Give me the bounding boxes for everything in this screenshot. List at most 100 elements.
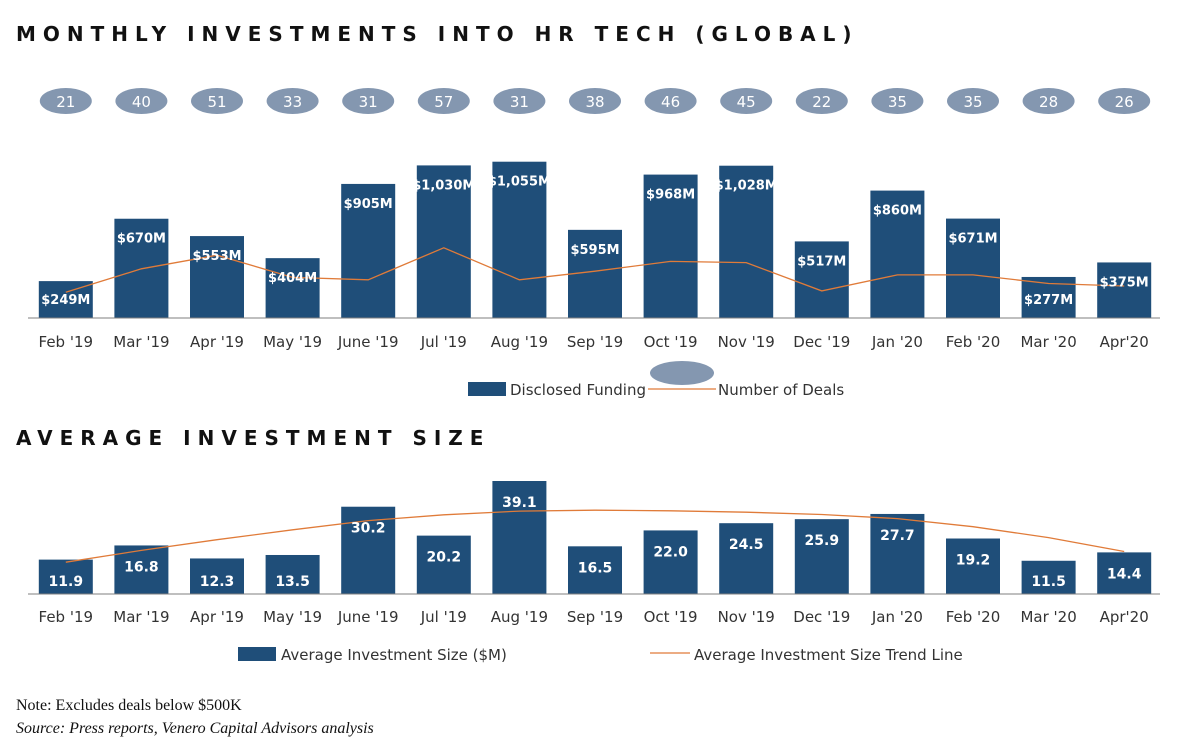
c1-tick-12: Feb '20 bbox=[946, 333, 1001, 351]
avg-bar-12 bbox=[946, 538, 1000, 594]
avg-label-9: 24.5 bbox=[729, 537, 764, 553]
avg-bar-8 bbox=[643, 530, 698, 594]
deal-bubble-5 bbox=[417, 88, 470, 114]
c2-tick-6: Aug '19 bbox=[491, 608, 548, 626]
avg-bar-13 bbox=[1021, 560, 1076, 594]
funding-bar-5 bbox=[416, 165, 471, 318]
deal-bubble-11 bbox=[871, 88, 924, 114]
funding-label-13: $277M bbox=[1024, 293, 1073, 308]
funding-bar-12 bbox=[946, 218, 1000, 318]
avg-bar-3 bbox=[265, 554, 320, 594]
c2-tick-10: Dec '19 bbox=[793, 608, 850, 626]
funding-label-0: $249M bbox=[41, 293, 90, 308]
c1-tick-14: Apr'20 bbox=[1100, 333, 1149, 351]
c2-tick-8: Oct '19 bbox=[644, 608, 698, 626]
funding-bar-11 bbox=[870, 190, 925, 318]
deal-count-0: 21 bbox=[56, 93, 75, 111]
avg-size-labels: 11.9 16.8 12.3 13.5 30.2 20.2 39.1 16.5 22.0 24.5… bbox=[49, 495, 1142, 590]
funding-bar-14 bbox=[1097, 262, 1152, 318]
avg-label-3: 13.5 bbox=[275, 574, 310, 590]
c2-tick-11: Jan '20 bbox=[871, 608, 923, 626]
legend-label-trend: Average Investment Size Trend Line bbox=[694, 646, 963, 664]
c2-tick-3: May '19 bbox=[263, 608, 322, 626]
avg-label-13: 11.5 bbox=[1031, 574, 1066, 590]
x-tick-labels: Feb '19 Mar '19 Apr '19 May '19 June '19 Jul … bbox=[39, 608, 1149, 626]
c2-tick-0: Feb '19 bbox=[39, 608, 94, 626]
c1-tick-2: Apr '19 bbox=[190, 333, 244, 351]
c1-tick-10: Dec '19 bbox=[793, 333, 850, 351]
footnote: Note: Excludes deals below $500K bbox=[16, 697, 242, 714]
funding-label-2: $553M bbox=[192, 249, 241, 264]
c2-tick-2: Apr '19 bbox=[190, 608, 244, 626]
c2-tick-1: Mar '19 bbox=[113, 608, 169, 626]
c2-tick-12: Feb '20 bbox=[946, 608, 1001, 626]
funding-label-10: $517M bbox=[797, 254, 846, 269]
deal-bubble-7 bbox=[569, 88, 621, 114]
c2-tick-4: June '19 bbox=[337, 608, 399, 626]
c2-tick-5: Jul '19 bbox=[420, 608, 467, 626]
deal-bubble-12 bbox=[947, 88, 999, 114]
funding-label-4: $905M bbox=[344, 197, 393, 212]
avg-size-trend-line bbox=[65, 509, 1125, 563]
legend-label-number-of-deals: Number of Deals bbox=[718, 381, 844, 399]
funding-bar-8 bbox=[643, 174, 698, 318]
deal-count-11: 35 bbox=[888, 93, 907, 111]
avg-label-8: 22.0 bbox=[653, 544, 688, 560]
deal-count-5: 57 bbox=[434, 93, 453, 111]
funding-bars bbox=[38, 161, 1152, 318]
deal-count-8: 46 bbox=[661, 93, 680, 111]
deal-bubble-0 bbox=[39, 88, 92, 114]
avg-bar-7 bbox=[568, 546, 622, 594]
legend: Average Investment Size ($M) Average Inv… bbox=[238, 646, 963, 664]
funding-label-8: $968M bbox=[646, 188, 695, 203]
funding-bar-6 bbox=[492, 161, 547, 318]
avg-label-1: 16.8 bbox=[124, 559, 159, 575]
c1-tick-3: May '19 bbox=[263, 333, 322, 351]
c2-tick-14: Apr'20 bbox=[1100, 608, 1149, 626]
c1-tick-6: Aug '19 bbox=[491, 333, 548, 351]
avg-bar-10 bbox=[794, 519, 849, 594]
c1-tick-5: Jul '19 bbox=[420, 333, 467, 351]
deal-count-3: 33 bbox=[283, 93, 302, 111]
funding-label-12: $671M bbox=[948, 232, 997, 247]
funding-bar-10 bbox=[794, 241, 849, 318]
avg-label-7: 16.5 bbox=[578, 560, 613, 576]
c1-tick-11: Jan '20 bbox=[871, 333, 923, 351]
c1-tick-0: Feb '19 bbox=[39, 333, 94, 351]
source-note: Source: Press reports, Venero Capital Ad… bbox=[16, 720, 374, 737]
deal-bubble-9 bbox=[720, 88, 773, 114]
funding-label-1: $670M bbox=[117, 232, 166, 247]
funding-bar-2 bbox=[190, 236, 244, 318]
funding-label-9: $1,028M bbox=[715, 179, 778, 194]
avg-bar-14 bbox=[1097, 552, 1152, 594]
deal-count-7: 38 bbox=[585, 93, 604, 111]
legend-swatch-avg-size bbox=[238, 647, 276, 661]
avg-bar-2 bbox=[190, 558, 244, 594]
avg-label-4: 30.2 bbox=[351, 521, 386, 537]
avg-bar-6 bbox=[492, 481, 547, 594]
deal-bubble-2 bbox=[191, 88, 243, 114]
c1-tick-1: Mar '19 bbox=[113, 333, 169, 351]
legend-label-disclosed-funding: Disclosed Funding bbox=[510, 381, 646, 399]
deal-bubble-10 bbox=[795, 88, 848, 114]
funding-bar-3 bbox=[265, 258, 320, 318]
chart-title-average-investment: AVERAGE INVESTMENT SIZE bbox=[16, 426, 491, 450]
funding-label-7: $595M bbox=[570, 243, 619, 258]
avg-label-12: 19.2 bbox=[956, 553, 991, 569]
deal-bubble-14 bbox=[1098, 88, 1151, 114]
deal-count-14: 26 bbox=[1115, 93, 1134, 111]
avg-size-bars bbox=[38, 481, 1152, 594]
deal-count-6: 31 bbox=[510, 93, 529, 111]
deal-bubble-6 bbox=[493, 88, 546, 114]
deal-count-12: 35 bbox=[963, 93, 982, 111]
avg-bar-11 bbox=[870, 513, 925, 594]
deal-bubble-8 bbox=[644, 88, 697, 114]
chart-title-monthly-investments: MONTHLY INVESTMENTS INTO HR TECH (GLOBAL… bbox=[16, 22, 859, 46]
c1-tick-7: Sep '19 bbox=[567, 333, 623, 351]
funding-bar-7 bbox=[568, 229, 622, 318]
legend-label-avg-size: Average Investment Size ($M) bbox=[281, 646, 507, 664]
avg-bar-0 bbox=[38, 559, 93, 594]
deal-count-4: 31 bbox=[359, 93, 378, 111]
funding-labels: $249M $670M $553M $404M $905M $1,030M $1,055M $… bbox=[41, 175, 1149, 308]
c1-tick-13: Mar '20 bbox=[1020, 333, 1076, 351]
